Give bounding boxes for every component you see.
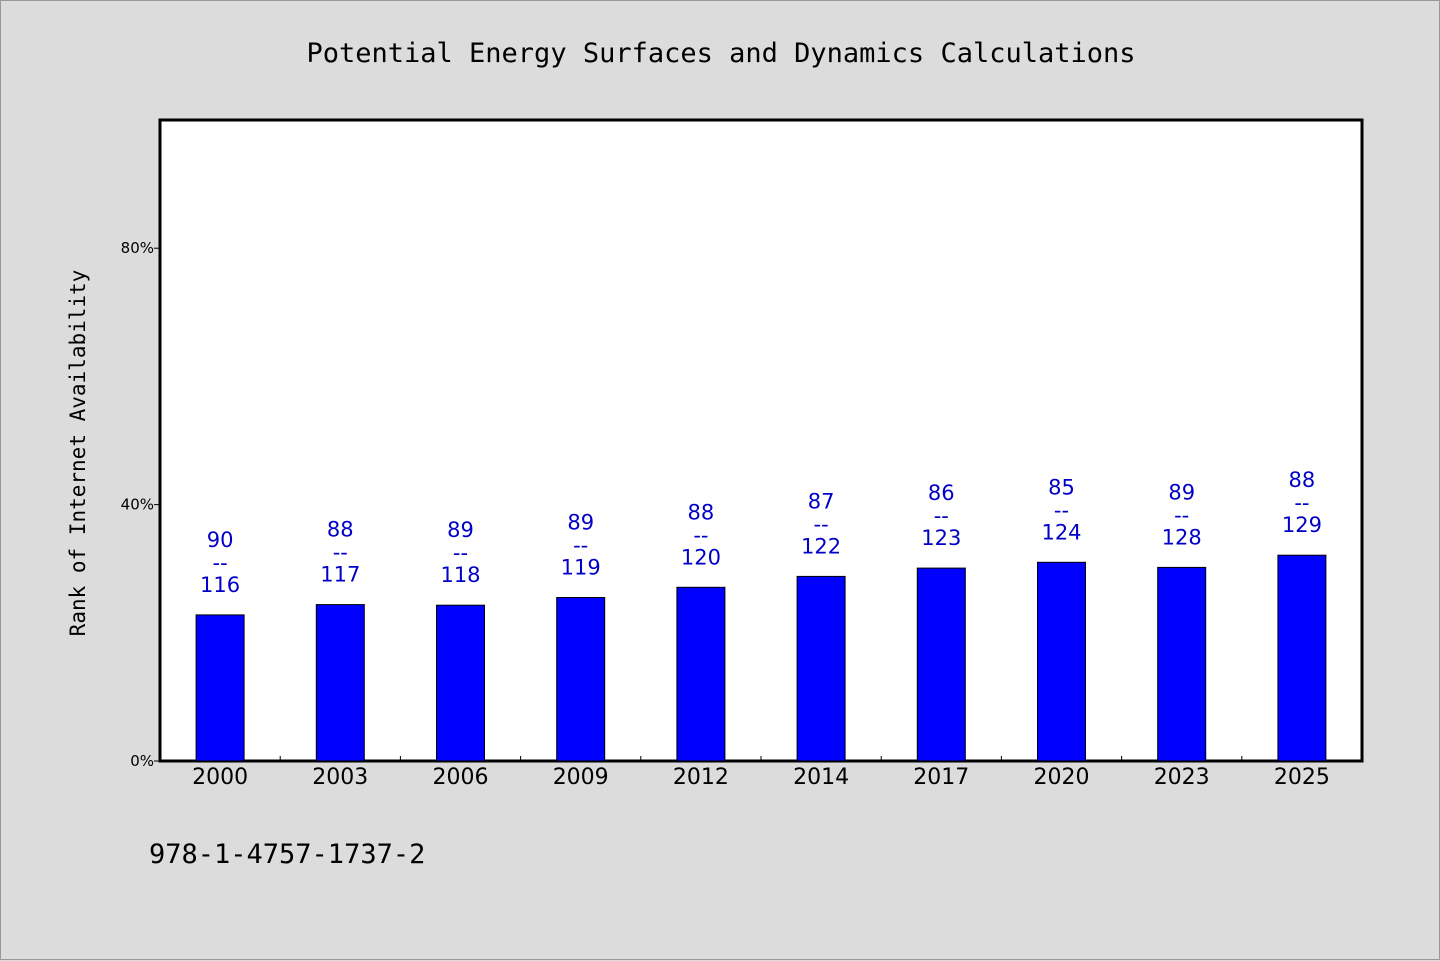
data-label-sep-2017: -- xyxy=(934,504,949,528)
y-tick-label-80%: 80% xyxy=(121,239,154,257)
data-label-sep-2000: -- xyxy=(213,551,228,575)
isbn-text: 978-1-4757-1737-2 xyxy=(149,839,425,870)
x-tick-label-2020: 2020 xyxy=(1034,765,1090,790)
x-tick-label-2017: 2017 xyxy=(913,765,969,790)
data-label-sep-2003: -- xyxy=(333,541,348,565)
y-tick-label-0%: 0% xyxy=(130,752,154,770)
data-label-bottom-2003: 117 xyxy=(320,563,360,587)
data-label-sep-2023: -- xyxy=(1174,503,1189,527)
chart-title: Potential Energy Surfaces and Dynamics C… xyxy=(306,38,1135,69)
bar-2003 xyxy=(315,604,365,762)
data-label-sep-2012: -- xyxy=(693,523,708,547)
data-label-top-2025: 88 xyxy=(1289,468,1316,492)
bar-2009 xyxy=(556,597,606,762)
bars-layer xyxy=(195,554,1327,762)
x-tick-label-2006: 2006 xyxy=(433,765,489,790)
y-axis-label: Rank of Internet Availability xyxy=(66,270,90,637)
data-label-bottom-2025: 129 xyxy=(1282,513,1322,537)
data-label-bottom-2012: 120 xyxy=(681,545,721,569)
bar-2012 xyxy=(676,586,726,762)
bar-2023 xyxy=(1157,566,1207,762)
bar-2020 xyxy=(1037,561,1086,762)
data-label-bottom-2023: 128 xyxy=(1162,525,1202,549)
x-tick-label-2014: 2014 xyxy=(793,765,849,790)
x-tick-label-2023: 2023 xyxy=(1154,765,1210,790)
y-tick-label-40%: 40% xyxy=(121,496,154,514)
bar-2000 xyxy=(195,614,245,762)
axes-layer: 2000 2003 2006 2009 2012 2014 2017 2020 2023 2025… xyxy=(121,239,1330,790)
data-label-top-2000: 90 xyxy=(207,528,234,552)
data-label-sep-2025: -- xyxy=(1294,491,1309,515)
x-tick-label-2003: 2003 xyxy=(312,765,368,790)
data-label-sep-2020: -- xyxy=(1054,498,1069,522)
bar-2025 xyxy=(1277,554,1327,762)
data-label-top-2006: 89 xyxy=(447,518,474,542)
x-tick-label-2009: 2009 xyxy=(553,765,609,790)
data-label-bottom-2017: 123 xyxy=(921,526,961,550)
data-label-top-2003: 88 xyxy=(327,518,354,542)
data-label-bottom-2020: 124 xyxy=(1041,520,1081,544)
data-label-sep-2009: -- xyxy=(573,534,588,558)
bar-2014 xyxy=(796,575,846,762)
x-tick-label-2025: 2025 xyxy=(1274,765,1330,790)
data-label-top-2023: 89 xyxy=(1168,480,1195,504)
data-label-top-2020: 85 xyxy=(1048,475,1075,499)
x-tick-label-2000: 2000 xyxy=(192,765,248,790)
data-label-top-2009: 89 xyxy=(567,511,594,535)
data-label-bottom-2000: 116 xyxy=(200,573,240,597)
data-labels-layer: 90--11688--11789--11889--11988--12087--1… xyxy=(200,468,1322,597)
data-label-top-2012: 88 xyxy=(688,500,715,524)
data-label-top-2014: 87 xyxy=(808,489,835,513)
data-label-bottom-2014: 122 xyxy=(801,534,841,558)
bar-2017 xyxy=(916,567,966,762)
bar-2006 xyxy=(436,604,485,762)
data-label-sep-2014: -- xyxy=(814,512,829,536)
data-label-bottom-2006: 118 xyxy=(440,563,480,587)
data-label-sep-2006: -- xyxy=(453,541,468,565)
x-tick-label-2012: 2012 xyxy=(673,765,729,790)
data-label-bottom-2009: 119 xyxy=(561,556,601,580)
data-label-top-2017: 86 xyxy=(928,481,955,505)
